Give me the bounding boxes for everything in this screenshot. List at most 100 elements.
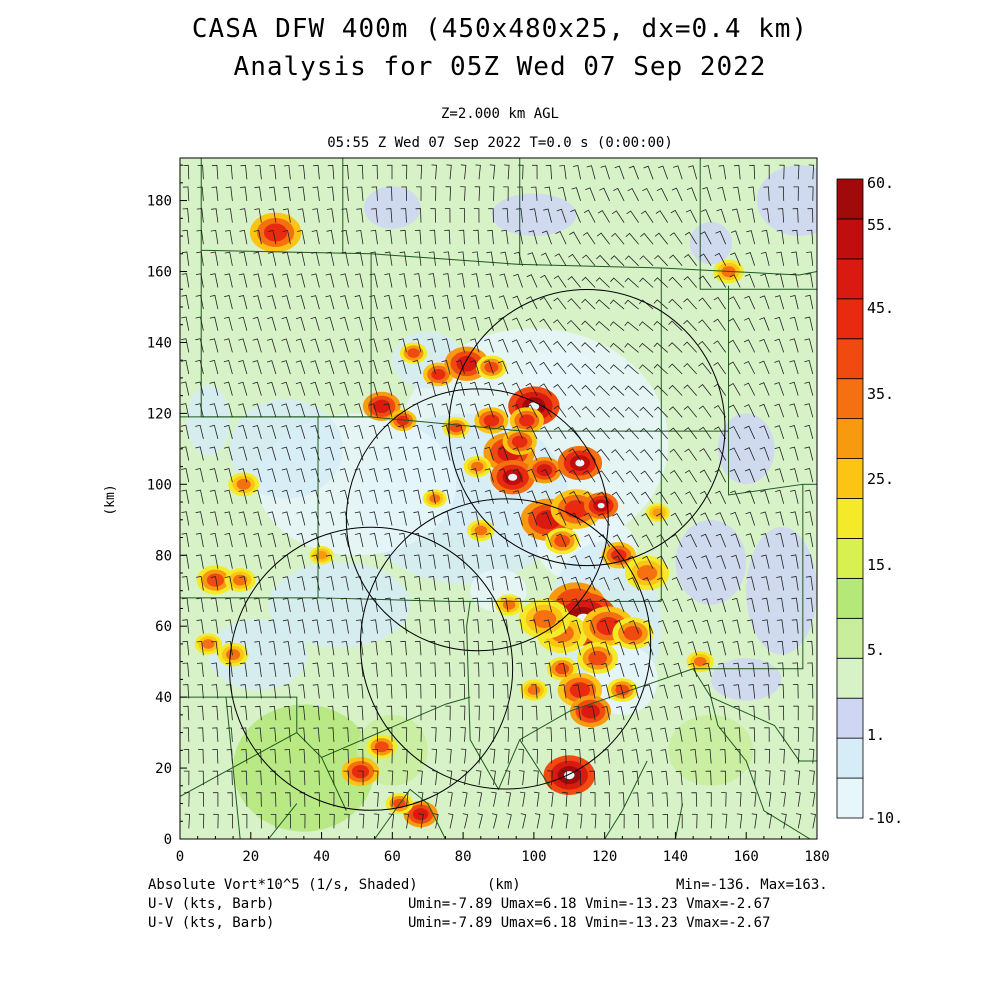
wind-barb-1096 xyxy=(759,295,770,310)
wind-barb-1277 xyxy=(197,186,204,201)
colorbar-label-2: 45. xyxy=(867,299,894,317)
wind-barb-441 xyxy=(196,597,204,613)
wind-barb-747 xyxy=(804,468,814,483)
wind-barb-532 xyxy=(239,554,248,569)
wind-barb-1215 xyxy=(569,231,581,245)
wind-barb-49 xyxy=(255,792,262,807)
wind-barb-225 xyxy=(254,705,262,721)
wind-barb-1078 xyxy=(498,295,509,310)
wind-barb-1185 xyxy=(776,251,785,266)
wind-barb-176 xyxy=(183,727,190,742)
wind-barb-58 xyxy=(388,792,394,807)
wind-barb-1327 xyxy=(283,164,291,180)
radar-ring-0 xyxy=(448,289,726,567)
wind-barb-839 xyxy=(223,403,233,418)
wind-barb-1016 xyxy=(238,316,248,331)
wind-barb-1231 xyxy=(806,229,814,245)
wind-barb-196 xyxy=(474,727,481,742)
wind-barb-364 xyxy=(356,640,364,656)
wind-barb-1252 xyxy=(473,208,480,223)
colorbar-swatch-8 xyxy=(836,458,864,499)
wind-barb-826 xyxy=(669,427,683,440)
wind-barb-1189 xyxy=(196,229,204,245)
wind-barb-1128 xyxy=(581,276,596,288)
wind-barb-1219 xyxy=(625,232,639,245)
wind-barb-248 xyxy=(587,705,596,721)
wind-barb-1309 xyxy=(656,187,669,202)
wind-barb-641 xyxy=(541,511,552,526)
wind-barb-571 xyxy=(805,554,814,569)
vorticity-core-6 xyxy=(476,355,507,380)
wind-barb-21 xyxy=(491,813,498,829)
wind-barb-54 xyxy=(329,792,335,807)
wind-barb-435 xyxy=(747,619,756,634)
wind-barb-91 xyxy=(226,770,233,786)
wind-barb-208 xyxy=(645,727,654,742)
wind-barb-534 xyxy=(267,554,277,569)
wind-barb-561 xyxy=(656,555,669,569)
wind-barb-640 xyxy=(527,511,538,526)
wind-barb-1181 xyxy=(714,252,727,266)
wind-barb-1363 xyxy=(808,164,815,180)
wind-barb-848 xyxy=(354,403,364,418)
wind-barb-1174 xyxy=(610,255,625,267)
wind-barb-819 xyxy=(568,427,581,440)
wind-barb-1253 xyxy=(488,208,494,223)
wind-barb-777 xyxy=(596,448,610,461)
wind-barb-408 xyxy=(355,619,364,634)
wind-barb-669 xyxy=(310,489,320,504)
wind-barb-1222 xyxy=(669,232,683,245)
wind-barb-250 xyxy=(616,706,625,721)
wind-barb-332 xyxy=(530,662,538,677)
wind-barb-622 xyxy=(267,511,277,526)
wind-barb-48 xyxy=(241,792,248,807)
wind-barb-470 xyxy=(614,598,625,613)
wind-barb-851 xyxy=(397,403,407,418)
wind-barb-453 xyxy=(370,597,378,613)
wind-barb-80 xyxy=(706,792,712,807)
wind-barb-1046 xyxy=(668,320,683,331)
colorbar-swatch-13 xyxy=(836,258,864,300)
wind-barb-975 xyxy=(281,338,291,353)
wind-barb-459 xyxy=(457,597,465,613)
vorticity-core-25 xyxy=(577,642,619,674)
wind-barb-553 xyxy=(542,554,552,569)
wind-barb-1197 xyxy=(311,230,320,245)
wind-barb-766 xyxy=(441,446,451,461)
wind-barb-157 xyxy=(546,749,553,764)
wind-barb-1172 xyxy=(582,254,596,267)
wind-barb-1136 xyxy=(698,275,712,288)
wind-barb-73 xyxy=(604,792,610,807)
wind-barb-416 xyxy=(472,619,480,634)
wind-barb-913 xyxy=(653,385,668,396)
wind-barb-1134 xyxy=(668,276,683,288)
wind-barb-140 xyxy=(298,749,306,764)
wind-barb-214 xyxy=(734,727,741,742)
shade-patch-9 xyxy=(187,385,230,456)
vorticity-core-50 xyxy=(502,428,537,455)
x-axis: 0 20 40 60 80 100 120 140 160 180 xyxy=(176,832,830,865)
wind-barb-795 xyxy=(223,424,233,440)
wind-barb-1339 xyxy=(460,164,467,180)
wind-barb-1338 xyxy=(446,164,452,180)
wind-barb-1130 xyxy=(610,277,625,288)
wind-barb-158 xyxy=(560,749,567,764)
wind-barb-610 xyxy=(730,533,741,548)
wind-barb-1113 xyxy=(369,273,378,288)
wind-barb-986 xyxy=(441,338,451,353)
wind-barb-1324 xyxy=(240,164,248,180)
wind-barb-1337 xyxy=(431,164,437,180)
wind-barb-302 xyxy=(733,684,741,699)
wind-barb-890 xyxy=(324,381,335,396)
wind-barb-517 xyxy=(657,577,669,591)
wind-barb-725 xyxy=(484,468,494,483)
vorticity-core-48 xyxy=(645,503,670,522)
wind-barb-393 xyxy=(777,640,785,656)
wind-barb-1351 xyxy=(628,165,639,180)
wind-barb-226 xyxy=(269,705,277,721)
wind-barb-1180 xyxy=(699,253,712,267)
wind-barb-1353 xyxy=(658,165,669,180)
wind-barb-197 xyxy=(489,727,495,742)
wind-barb-1076 xyxy=(470,295,480,310)
wind-barb-131 xyxy=(809,770,815,786)
